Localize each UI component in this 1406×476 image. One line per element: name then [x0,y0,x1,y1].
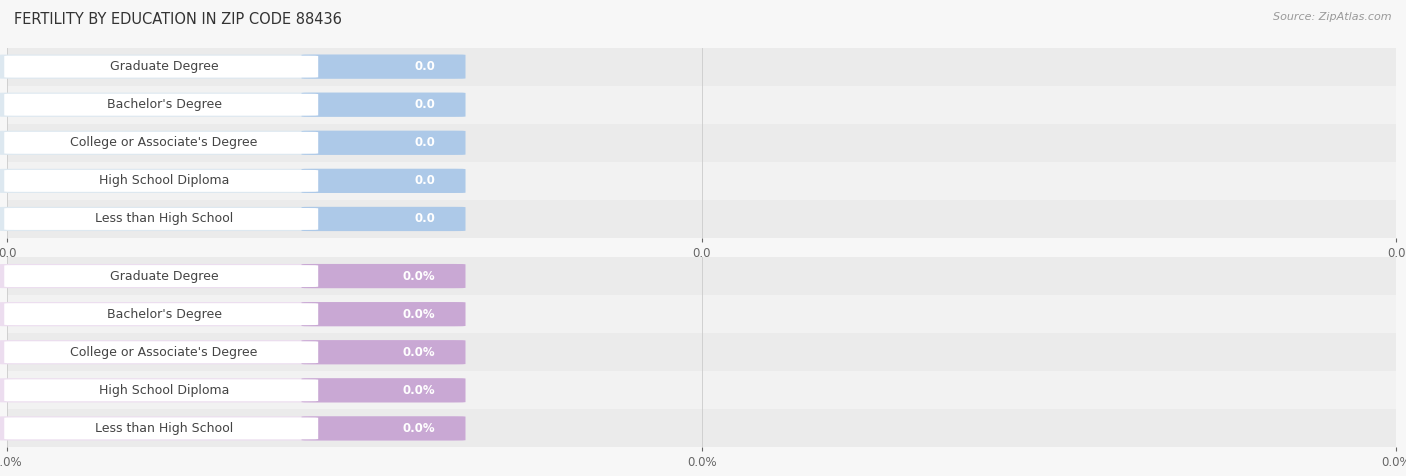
Bar [7,371,1396,409]
FancyBboxPatch shape [0,93,465,117]
FancyBboxPatch shape [0,207,465,231]
Bar [7,409,1396,447]
Text: Less than High School: Less than High School [94,422,233,435]
Text: 0.0%: 0.0% [402,422,434,435]
FancyBboxPatch shape [4,208,318,230]
FancyBboxPatch shape [0,264,465,288]
Bar [7,200,1396,238]
FancyBboxPatch shape [4,417,318,439]
Text: 0.0: 0.0 [413,136,434,149]
Bar [7,48,1396,86]
Bar [7,124,1396,162]
Text: 0.0: 0.0 [413,212,434,226]
FancyBboxPatch shape [0,416,465,440]
FancyBboxPatch shape [301,207,465,231]
Text: 0.0%: 0.0% [402,307,434,321]
Text: 0.0: 0.0 [413,60,434,73]
FancyBboxPatch shape [4,56,318,78]
Text: High School Diploma: High School Diploma [98,384,229,397]
FancyBboxPatch shape [0,131,465,155]
Bar [7,86,1396,124]
FancyBboxPatch shape [4,265,318,287]
Text: College or Associate's Degree: College or Associate's Degree [70,136,257,149]
FancyBboxPatch shape [4,94,318,116]
Bar [7,333,1396,371]
Text: Bachelor's Degree: Bachelor's Degree [107,98,222,111]
Bar [7,162,1396,200]
FancyBboxPatch shape [4,303,318,325]
Text: Less than High School: Less than High School [94,212,233,226]
FancyBboxPatch shape [301,416,465,440]
FancyBboxPatch shape [4,170,318,192]
Text: Graduate Degree: Graduate Degree [110,60,218,73]
FancyBboxPatch shape [301,264,465,288]
Text: 0.0: 0.0 [413,98,434,111]
Text: 0.0%: 0.0% [402,346,434,359]
Text: Source: ZipAtlas.com: Source: ZipAtlas.com [1274,12,1392,22]
FancyBboxPatch shape [301,302,465,326]
Text: Bachelor's Degree: Bachelor's Degree [107,307,222,321]
FancyBboxPatch shape [0,378,465,402]
FancyBboxPatch shape [301,378,465,402]
FancyBboxPatch shape [301,131,465,155]
FancyBboxPatch shape [4,132,318,154]
FancyBboxPatch shape [301,340,465,364]
FancyBboxPatch shape [0,340,465,364]
FancyBboxPatch shape [301,55,465,79]
Bar [7,295,1396,333]
Text: 0.0: 0.0 [413,174,434,188]
Text: 0.0%: 0.0% [402,269,434,283]
FancyBboxPatch shape [4,341,318,363]
FancyBboxPatch shape [0,302,465,326]
FancyBboxPatch shape [0,169,465,193]
Bar [7,257,1396,295]
Text: 0.0%: 0.0% [402,384,434,397]
FancyBboxPatch shape [301,93,465,117]
Text: High School Diploma: High School Diploma [98,174,229,188]
Text: Graduate Degree: Graduate Degree [110,269,218,283]
FancyBboxPatch shape [301,169,465,193]
Text: College or Associate's Degree: College or Associate's Degree [70,346,257,359]
FancyBboxPatch shape [0,55,465,79]
FancyBboxPatch shape [4,379,318,401]
Text: FERTILITY BY EDUCATION IN ZIP CODE 88436: FERTILITY BY EDUCATION IN ZIP CODE 88436 [14,12,342,27]
